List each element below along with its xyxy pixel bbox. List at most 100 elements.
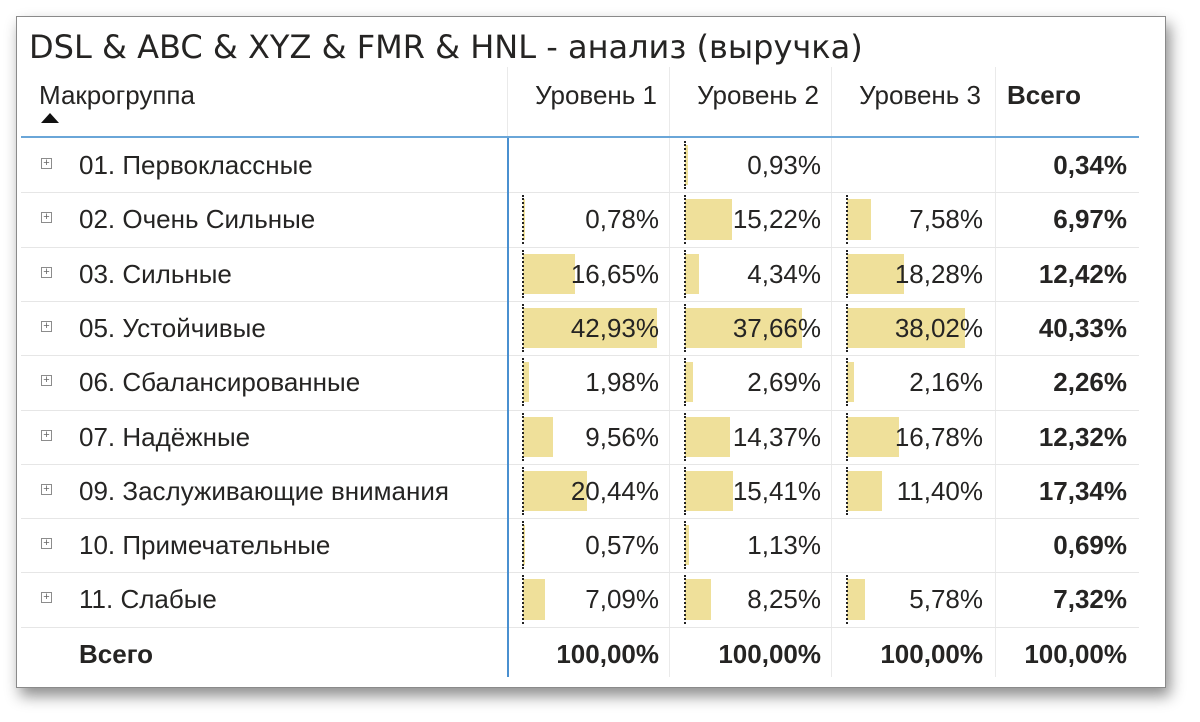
cell-value: 38,02%	[894, 312, 983, 343]
data-bar	[523, 416, 553, 457]
data-bar	[685, 307, 803, 349]
data-bar	[685, 416, 730, 457]
data-bar	[847, 470, 883, 512]
visual-title: DSL & ABC & XYZ & FMR & HNL - анализ (вы…	[29, 28, 863, 66]
cell-value: 14,37%	[732, 421, 821, 452]
bar-axis-line	[522, 466, 524, 516]
row-total: 0,34%	[1053, 150, 1127, 180]
cell-value: 18,28%	[894, 258, 983, 289]
bar-axis-line	[846, 195, 848, 244]
data-bar	[685, 362, 694, 403]
bar-axis-line	[684, 521, 686, 570]
bar-axis-line	[522, 195, 524, 244]
data-bar	[685, 145, 688, 186]
data-bar	[847, 362, 854, 403]
data-bar	[523, 199, 526, 240]
row-divider	[21, 300, 1139, 302]
bar-axis-line	[684, 358, 686, 407]
data-bar	[523, 470, 587, 512]
row-total: 12,42%	[1038, 258, 1127, 289]
cell-value: 0,78%	[585, 204, 659, 235]
data-bar	[523, 253, 575, 294]
cell-value: 7,09%	[585, 584, 659, 615]
bar-axis-line	[684, 303, 686, 353]
expand-row-icon[interactable]: +	[41, 483, 52, 495]
cell-value: 7,58%	[909, 204, 983, 235]
column-header-macrogroup[interactable]: Макрогруппа	[39, 80, 195, 110]
expand-row-icon[interactable]: +	[41, 375, 52, 387]
row-total: 7,32%	[1053, 584, 1127, 615]
bar-axis-line	[522, 249, 524, 298]
cell-value: 37,66%	[732, 312, 821, 343]
expand-row-icon[interactable]: +	[41, 538, 52, 550]
row-divider	[21, 572, 1139, 574]
expand-row-icon[interactable]: +	[41, 429, 52, 441]
row-total: 17,34%	[1038, 475, 1127, 506]
bar-axis-line	[684, 412, 686, 461]
row-label[interactable]: 01. Первоклассные	[79, 150, 313, 180]
data-bar	[847, 416, 900, 457]
row-label[interactable]: 06. Сбалансированные	[79, 367, 361, 398]
row-total: 2,26%	[1053, 367, 1127, 398]
cell-value: 42,93%	[570, 312, 659, 343]
row-label[interactable]: 03. Сильные	[79, 258, 232, 289]
cell-value: 15,22%	[732, 204, 821, 235]
expand-row-icon[interactable]: +	[41, 592, 52, 604]
cell-value: 9,56%	[585, 421, 659, 452]
grand-total-label: Всего	[79, 638, 154, 669]
row-total: 0,69%	[1053, 530, 1127, 561]
bar-axis-line	[684, 195, 686, 244]
row-header-separator	[507, 138, 509, 677]
bar-axis-line	[846, 249, 848, 298]
row-divider	[21, 518, 1139, 520]
expand-row-icon[interactable]: +	[41, 212, 52, 224]
row-label[interactable]: 07. Надёжные	[79, 421, 251, 452]
data-bar	[847, 199, 871, 240]
row-label[interactable]: 11. Слабые	[79, 584, 217, 615]
row-total: 40,33%	[1038, 312, 1127, 343]
bar-axis-line	[846, 303, 848, 353]
grand-total-value: 100,00%	[718, 638, 821, 669]
data-bar	[847, 307, 966, 349]
cell-value: 16,65%	[570, 258, 659, 289]
bar-axis-line	[684, 466, 686, 516]
grand-total-value: 100,00%	[556, 638, 659, 669]
data-bar	[685, 253, 699, 294]
column-header-level1[interactable]: Уровень 1	[535, 80, 657, 110]
sort-ascending-icon[interactable]	[41, 113, 59, 123]
row-divider	[21, 409, 1139, 411]
bar-axis-line	[522, 412, 524, 461]
bar-axis-line	[846, 466, 848, 516]
row-divider	[21, 626, 1139, 628]
row-total: 12,32%	[1038, 421, 1127, 452]
row-divider	[21, 246, 1139, 248]
bar-axis-line	[522, 575, 524, 624]
row-divider	[21, 463, 1139, 465]
column-header-level3[interactable]: Уровень 3	[859, 80, 981, 110]
data-bar	[847, 253, 904, 294]
data-bar	[685, 525, 689, 566]
data-bar	[847, 579, 865, 620]
expand-row-icon[interactable]: +	[41, 158, 52, 169]
bar-axis-line	[522, 521, 524, 570]
matrix-visual: DSL & ABC & XYZ & FMR & HNL - анализ (вы…	[16, 16, 1166, 688]
data-bar	[523, 579, 546, 620]
expand-row-icon[interactable]: +	[41, 266, 52, 278]
row-label[interactable]: 05. Устойчивые	[79, 312, 266, 343]
expand-row-icon[interactable]: +	[41, 320, 52, 332]
column-divider	[995, 67, 996, 677]
cell-value: 2,16%	[909, 367, 983, 398]
column-header-total[interactable]: Всего	[1007, 80, 1082, 110]
row-label[interactable]: 09. Заслуживающие внимания	[79, 475, 449, 506]
row-label[interactable]: 02. Очень Сильные	[79, 204, 316, 235]
bar-axis-line	[846, 412, 848, 461]
row-label[interactable]: 10. Примечательные	[79, 530, 331, 561]
cell-value: 1,98%	[585, 367, 659, 398]
column-divider	[831, 67, 832, 677]
column-header-level2[interactable]: Уровень 2	[697, 80, 819, 110]
bar-axis-line	[522, 303, 524, 353]
cell-value: 5,78%	[909, 584, 983, 615]
cell-value: 11,40%	[896, 475, 983, 506]
data-bar	[685, 199, 733, 240]
header-separator	[21, 136, 1139, 138]
